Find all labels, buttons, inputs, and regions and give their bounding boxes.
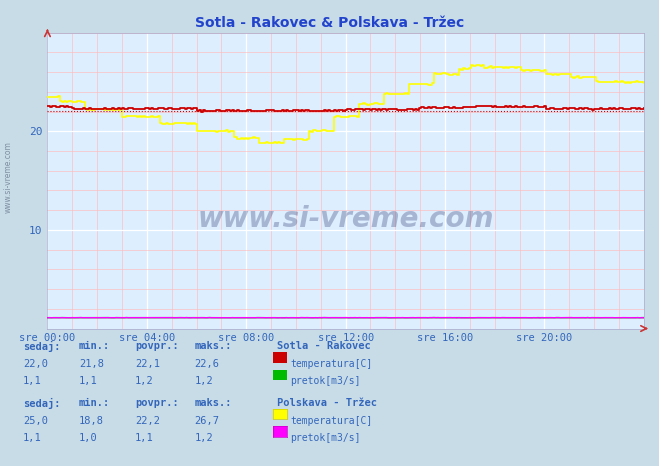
- Text: min.:: min.:: [79, 398, 110, 408]
- Text: Polskava - Tržec: Polskava - Tržec: [277, 398, 377, 408]
- Text: maks.:: maks.:: [194, 341, 232, 351]
- Text: 1,0: 1,0: [79, 433, 98, 443]
- Text: pretok[m3/s]: pretok[m3/s]: [290, 433, 360, 443]
- Text: www.si-vreme.com: www.si-vreme.com: [198, 205, 494, 233]
- Text: temperatura[C]: temperatura[C]: [290, 359, 372, 369]
- Text: pretok[m3/s]: pretok[m3/s]: [290, 376, 360, 386]
- Text: 1,2: 1,2: [194, 433, 213, 443]
- Text: min.:: min.:: [79, 341, 110, 351]
- Text: sedaj:: sedaj:: [23, 398, 61, 410]
- Text: 1,1: 1,1: [79, 376, 98, 386]
- Text: 26,7: 26,7: [194, 416, 219, 425]
- Text: Sotla - Rakovec: Sotla - Rakovec: [277, 341, 370, 351]
- Text: www.si-vreme.com: www.si-vreme.com: [3, 141, 13, 213]
- Text: 1,1: 1,1: [135, 433, 154, 443]
- Text: 22,1: 22,1: [135, 359, 160, 369]
- Text: 22,6: 22,6: [194, 359, 219, 369]
- Text: maks.:: maks.:: [194, 398, 232, 408]
- Text: 22,2: 22,2: [135, 416, 160, 425]
- Text: Sotla - Rakovec & Polskava - Tržec: Sotla - Rakovec & Polskava - Tržec: [195, 16, 464, 30]
- Text: 22,0: 22,0: [23, 359, 48, 369]
- Text: sedaj:: sedaj:: [23, 341, 61, 352]
- Text: 1,2: 1,2: [194, 376, 213, 386]
- Text: povpr.:: povpr.:: [135, 341, 179, 351]
- Text: povpr.:: povpr.:: [135, 398, 179, 408]
- Text: 1,1: 1,1: [23, 433, 42, 443]
- Text: 1,1: 1,1: [23, 376, 42, 386]
- Text: 21,8: 21,8: [79, 359, 104, 369]
- Text: 18,8: 18,8: [79, 416, 104, 425]
- Text: 25,0: 25,0: [23, 416, 48, 425]
- Text: temperatura[C]: temperatura[C]: [290, 416, 372, 425]
- Text: 1,2: 1,2: [135, 376, 154, 386]
